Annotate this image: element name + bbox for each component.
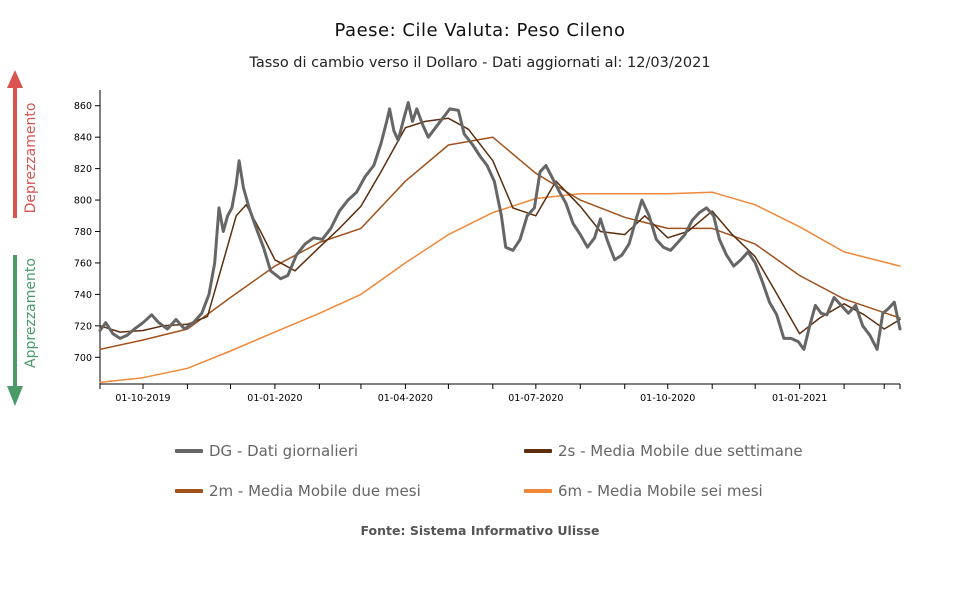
y-tick-label: 840 (74, 133, 92, 144)
legend-swatch-dg (175, 449, 203, 453)
y-tick-label: 860 (74, 101, 92, 112)
x-tick-label: 01-04-2020 (378, 393, 433, 404)
legend-swatch-6m (524, 489, 552, 493)
legend-label-2s: 2s - Media Mobile due settimane (558, 442, 803, 460)
legend-label-6m: 6m - Media Mobile sei mesi (558, 482, 763, 500)
chart-subtitle: Tasso di cambio verso il Dollaro - Dati … (249, 55, 711, 71)
y-tick-label: 820 (74, 164, 92, 175)
y-tick-label: 700 (74, 353, 92, 364)
x-tick-label: 01-07-2020 (508, 393, 563, 404)
x-tick-label: 01-10-2020 (640, 393, 695, 404)
legend-item-2s: 2s - Media Mobile due settimane (524, 442, 803, 460)
series-line-0 (98, 101, 902, 351)
appreciation-label: Apprezzamento (23, 258, 39, 368)
series-line-2 (99, 136, 901, 351)
legend-item-dg: DG - Dati giornalieri (175, 442, 358, 460)
series-line-1 (99, 117, 901, 335)
y-tick-label: 780 (74, 227, 92, 238)
legend-label-2m: 2m - Media Mobile due mesi (209, 482, 421, 500)
y-tick-label: 740 (74, 290, 92, 301)
source-note: Fonte: Sistema Informativo Ulisse (360, 523, 600, 538)
y-tick-label: 720 (74, 321, 92, 332)
legend-item-6m: 6m - Media Mobile sei mesi (524, 482, 763, 500)
x-tick-label: 01-10-2019 (115, 393, 170, 404)
arrow-up-head (7, 70, 23, 88)
chart-title: Paese: Cile Valuta: Peso Cileno (334, 20, 626, 41)
legend-swatch-2s (524, 449, 552, 453)
depreciation-label: Deprezzamento (23, 102, 39, 214)
y-tick-label: 800 (74, 196, 92, 207)
arrow-up-shaft (13, 86, 17, 218)
arrow-down-shaft (13, 255, 17, 387)
legend-item-2m: 2m - Media Mobile due mesi (175, 482, 421, 500)
arrow-down-head (7, 386, 23, 406)
x-tick-label: 01-01-2020 (247, 393, 302, 404)
legend-label-dg: DG - Dati giornalieri (209, 442, 359, 460)
legend-swatch-2m (175, 489, 203, 493)
x-tick-label: 01-01-2021 (772, 393, 827, 404)
series-line-3 (99, 191, 901, 384)
y-tick-label: 760 (74, 258, 92, 269)
